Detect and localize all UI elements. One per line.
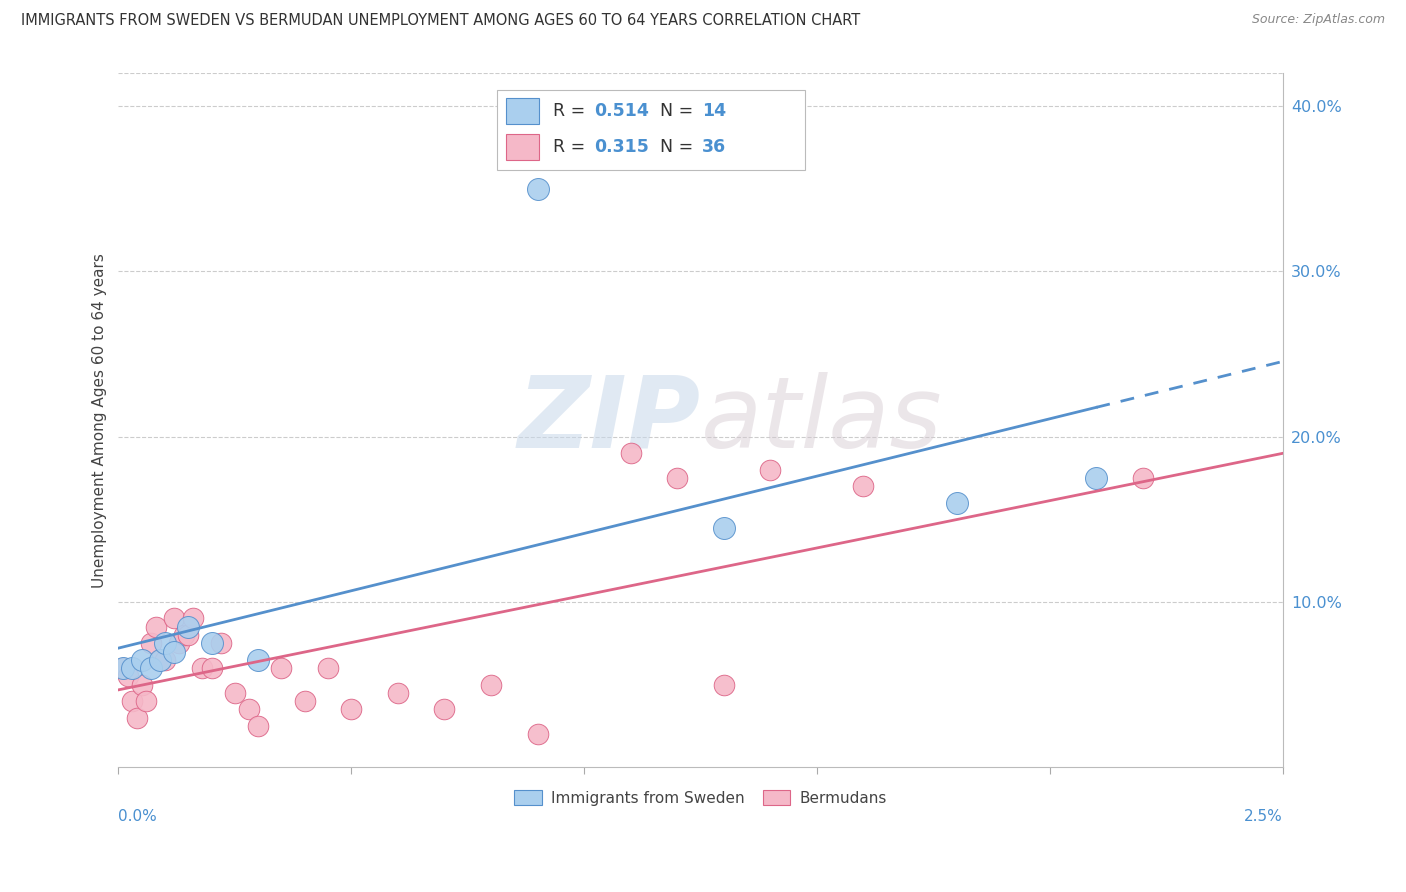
- Point: [666, 471, 689, 485]
- Text: N =: N =: [659, 138, 699, 156]
- Point: [117, 669, 139, 683]
- Point: [294, 694, 316, 708]
- Point: [713, 678, 735, 692]
- Point: [173, 628, 195, 642]
- Point: [620, 446, 643, 460]
- FancyBboxPatch shape: [496, 90, 806, 170]
- Point: [200, 661, 222, 675]
- Point: [945, 496, 967, 510]
- Point: [433, 702, 456, 716]
- Point: [387, 686, 409, 700]
- Point: [163, 644, 186, 658]
- Point: [247, 653, 270, 667]
- Point: [479, 678, 502, 692]
- Text: Source: ZipAtlas.com: Source: ZipAtlas.com: [1251, 13, 1385, 27]
- Point: [340, 702, 363, 716]
- Point: [177, 620, 200, 634]
- Point: [713, 520, 735, 534]
- Point: [270, 661, 292, 675]
- Text: N =: N =: [659, 103, 699, 120]
- Point: [125, 711, 148, 725]
- Text: R =: R =: [553, 103, 591, 120]
- Point: [149, 653, 172, 667]
- Text: 14: 14: [702, 103, 725, 120]
- Point: [209, 636, 232, 650]
- Point: [145, 620, 167, 634]
- Point: [224, 686, 246, 700]
- Point: [135, 694, 157, 708]
- Point: [131, 653, 153, 667]
- Point: [852, 479, 875, 493]
- Text: R =: R =: [553, 138, 591, 156]
- Point: [149, 653, 172, 667]
- Text: 2.5%: 2.5%: [1244, 809, 1282, 824]
- Point: [177, 628, 200, 642]
- Point: [316, 661, 339, 675]
- Text: ZIP: ZIP: [517, 372, 700, 468]
- Point: [112, 661, 135, 675]
- Point: [238, 702, 260, 716]
- Bar: [506, 98, 538, 124]
- Point: [200, 636, 222, 650]
- Text: 36: 36: [702, 138, 725, 156]
- Point: [1132, 471, 1154, 485]
- Point: [759, 463, 782, 477]
- Text: 0.0%: 0.0%: [118, 809, 157, 824]
- Point: [247, 719, 270, 733]
- Text: atlas: atlas: [700, 372, 942, 468]
- Point: [121, 694, 143, 708]
- Point: [139, 661, 162, 675]
- Point: [121, 661, 143, 675]
- Text: IMMIGRANTS FROM SWEDEN VS BERMUDAN UNEMPLOYMENT AMONG AGES 60 TO 64 YEARS CORREL: IMMIGRANTS FROM SWEDEN VS BERMUDAN UNEMP…: [21, 13, 860, 29]
- Bar: [506, 134, 538, 161]
- Legend: Immigrants from Sweden, Bermudans: Immigrants from Sweden, Bermudans: [508, 784, 893, 812]
- Point: [191, 661, 214, 675]
- Text: 0.514: 0.514: [595, 103, 650, 120]
- Point: [139, 636, 162, 650]
- Point: [153, 653, 176, 667]
- Text: 0.315: 0.315: [595, 138, 650, 156]
- Point: [131, 678, 153, 692]
- Point: [153, 636, 176, 650]
- Point: [167, 636, 190, 650]
- Point: [526, 727, 548, 741]
- Point: [181, 611, 204, 625]
- Point: [1085, 471, 1108, 485]
- Point: [112, 661, 135, 675]
- Point: [163, 611, 186, 625]
- Y-axis label: Unemployment Among Ages 60 to 64 years: Unemployment Among Ages 60 to 64 years: [93, 252, 107, 588]
- Point: [526, 182, 548, 196]
